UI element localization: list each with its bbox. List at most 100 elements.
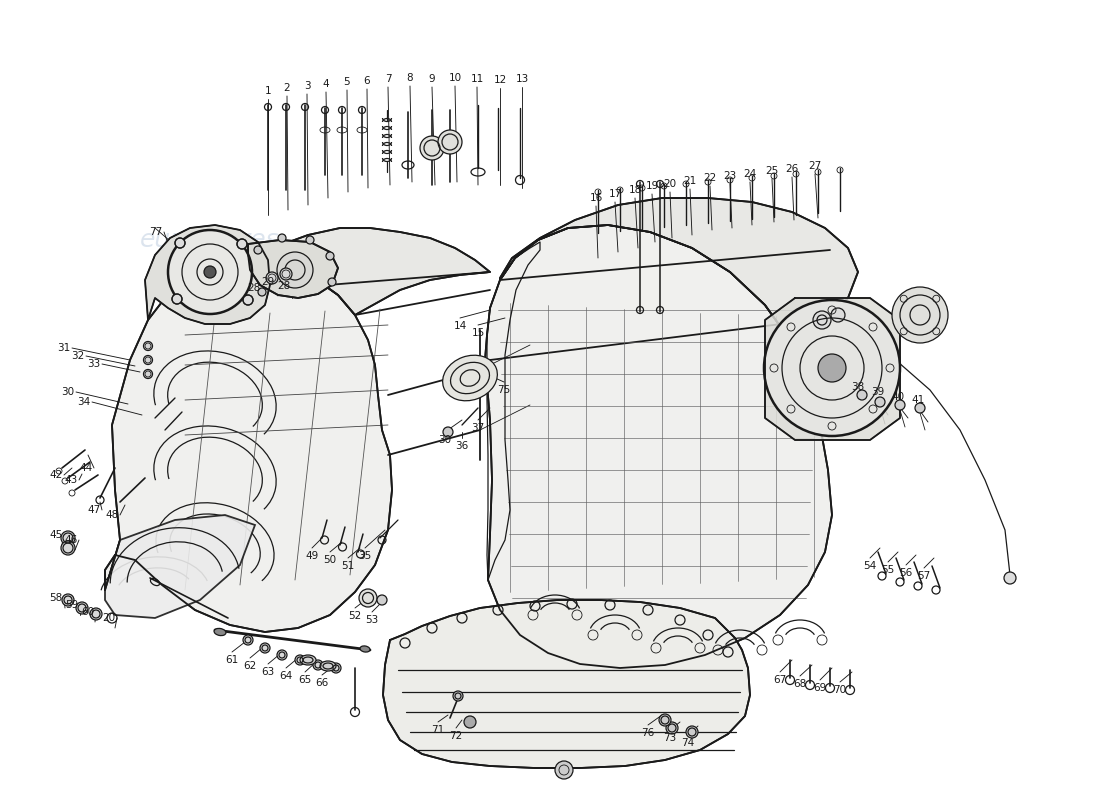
Text: 3: 3	[304, 81, 310, 91]
Ellipse shape	[320, 661, 336, 671]
Text: 66: 66	[316, 678, 329, 688]
Circle shape	[915, 403, 925, 413]
Text: 59: 59	[65, 600, 78, 610]
Text: 12: 12	[494, 75, 507, 85]
Text: 19: 19	[646, 181, 659, 191]
Polygon shape	[485, 225, 832, 668]
Text: 5: 5	[343, 77, 350, 87]
Text: 26: 26	[785, 164, 799, 174]
Text: 22: 22	[703, 173, 716, 183]
Text: 47: 47	[87, 505, 100, 515]
Circle shape	[277, 650, 287, 660]
Text: 56: 56	[900, 568, 913, 578]
Text: 71: 71	[431, 725, 444, 735]
Text: 72: 72	[450, 731, 463, 741]
Text: eurospares: eurospares	[140, 548, 279, 572]
Text: 75: 75	[497, 385, 510, 395]
Text: 18: 18	[628, 185, 641, 195]
Text: 11: 11	[471, 74, 484, 84]
Circle shape	[90, 608, 102, 620]
Text: 1: 1	[265, 86, 272, 96]
Text: 74: 74	[681, 738, 694, 748]
Circle shape	[172, 294, 182, 304]
Circle shape	[464, 716, 476, 728]
Text: 63: 63	[262, 667, 275, 677]
Text: 50: 50	[323, 555, 337, 565]
Text: 68: 68	[793, 679, 806, 689]
Text: 8: 8	[407, 73, 414, 83]
Text: 7: 7	[385, 74, 392, 84]
Text: 24: 24	[744, 169, 757, 179]
Circle shape	[143, 342, 153, 350]
Circle shape	[314, 660, 323, 670]
Text: 55: 55	[881, 565, 894, 575]
Polygon shape	[145, 225, 270, 324]
Text: 34: 34	[77, 397, 90, 407]
Circle shape	[453, 691, 463, 701]
Circle shape	[326, 252, 334, 260]
Ellipse shape	[818, 354, 846, 382]
Text: 58: 58	[50, 593, 63, 603]
Circle shape	[659, 714, 671, 726]
Circle shape	[278, 234, 286, 242]
Text: 9: 9	[429, 74, 436, 84]
Text: 60: 60	[81, 607, 95, 617]
Text: 36: 36	[455, 441, 469, 451]
Circle shape	[143, 355, 153, 365]
Text: 20: 20	[102, 613, 116, 623]
Text: 64: 64	[279, 671, 293, 681]
Text: 40: 40	[891, 392, 904, 402]
Text: 67: 67	[773, 675, 786, 685]
Text: 27: 27	[808, 161, 822, 171]
Circle shape	[258, 288, 266, 296]
Polygon shape	[104, 515, 255, 618]
Text: 6: 6	[364, 76, 371, 86]
Circle shape	[331, 663, 341, 673]
Text: 49: 49	[306, 551, 319, 561]
Text: 31: 31	[57, 343, 70, 353]
Text: 61: 61	[226, 655, 239, 665]
Circle shape	[266, 272, 278, 284]
Circle shape	[175, 238, 185, 248]
Text: 21: 21	[683, 176, 696, 186]
Text: 51: 51	[341, 561, 354, 571]
Circle shape	[813, 311, 830, 329]
Text: eurospares: eurospares	[601, 548, 740, 572]
Text: 39: 39	[871, 387, 884, 397]
Text: 32: 32	[72, 351, 85, 361]
Ellipse shape	[300, 655, 316, 665]
Polygon shape	[764, 298, 900, 440]
Circle shape	[60, 531, 75, 545]
Polygon shape	[248, 240, 338, 298]
Circle shape	[243, 635, 253, 645]
Text: 25: 25	[766, 166, 779, 176]
Text: 54: 54	[864, 561, 877, 571]
Text: 37: 37	[472, 423, 485, 433]
Text: 14: 14	[453, 321, 466, 331]
Text: 65: 65	[298, 675, 311, 685]
Text: 43: 43	[65, 475, 78, 485]
Circle shape	[76, 602, 88, 614]
Polygon shape	[104, 258, 392, 632]
Text: 41: 41	[912, 395, 925, 405]
Text: 42: 42	[50, 470, 63, 480]
Circle shape	[359, 589, 377, 607]
Text: 38: 38	[851, 382, 865, 392]
Text: 35: 35	[359, 551, 372, 561]
Polygon shape	[500, 198, 858, 340]
Text: eurospares: eurospares	[601, 228, 740, 252]
Circle shape	[830, 308, 845, 322]
Ellipse shape	[442, 355, 497, 401]
Circle shape	[306, 236, 313, 244]
Text: 69: 69	[813, 683, 826, 693]
Text: 46: 46	[65, 535, 78, 545]
Text: 10: 10	[449, 73, 462, 83]
Text: 23: 23	[724, 171, 737, 181]
Text: 30: 30	[439, 435, 452, 445]
Circle shape	[143, 370, 153, 378]
Text: 77: 77	[150, 227, 163, 237]
Circle shape	[377, 595, 387, 605]
Circle shape	[168, 230, 252, 314]
Text: 73: 73	[663, 733, 676, 743]
Ellipse shape	[214, 628, 225, 636]
